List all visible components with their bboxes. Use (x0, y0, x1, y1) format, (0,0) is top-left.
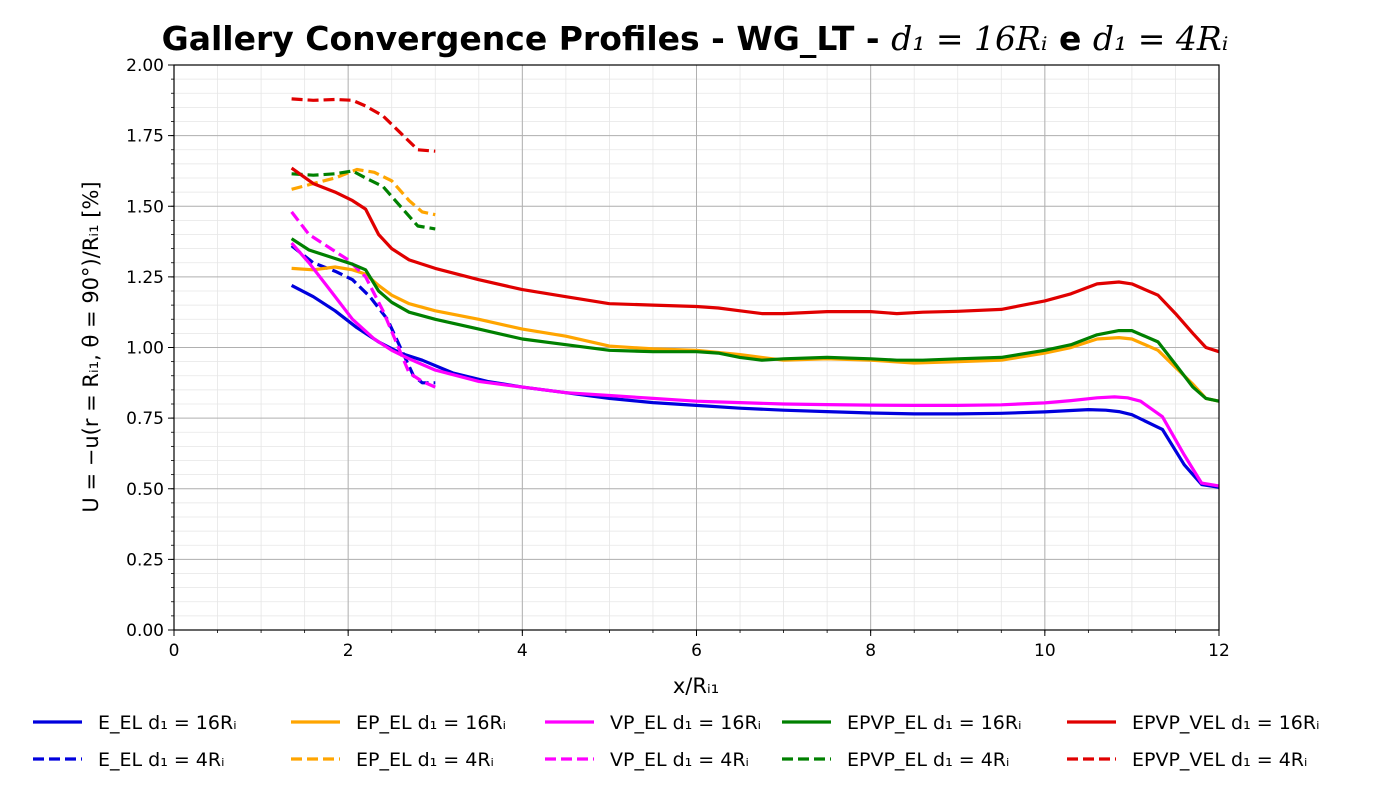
axis-ticks: 0 2 4 6 8 10 12 0.00 0.25 0.50 0.75 1.00 1.25 1.50 1.7… (126, 56, 1230, 661)
y-tick-label: 0.00 (126, 621, 164, 641)
legend-label-5: VP_EL d₁ = 4Rᵢ (610, 749, 749, 771)
series-line-8 (290, 166, 1220, 354)
series-line-9 (291, 97, 436, 153)
y-tick-label: 0.75 (126, 409, 164, 429)
grid (173, 64, 1220, 631)
legend: E_EL d₁ = 16Rᵢ E_EL d₁ = 4Rᵢ EP_EL d₁ = 16… (33, 712, 1320, 771)
y-tick-label: 2.00 (126, 56, 164, 76)
y-tick-label: 0.25 (126, 550, 164, 570)
x-axis-label: x/Rᵢ₁ (673, 674, 719, 698)
chart-title-math-1: d₁ = 16Rᵢ (891, 19, 1047, 58)
y-tick-label: 1.75 (126, 127, 164, 147)
x-tick-label: 12 (1208, 641, 1230, 661)
y-axis-label: U = −u(r = Rᵢ₁, θ = 90°)/Rᵢ₁ [%] (79, 181, 103, 512)
legend-label-1: E_EL d₁ = 4Rᵢ (98, 749, 225, 771)
x-tick-label: 8 (865, 641, 876, 661)
legend-label-9: EPVP_VEL d₁ = 4Rᵢ (1132, 749, 1307, 771)
series-line-2 (291, 265, 1220, 403)
legend-label-2: EP_EL d₁ = 16Rᵢ (356, 712, 506, 734)
chart-title-joiner: e (1048, 19, 1093, 58)
legend-label-7: EPVP_EL d₁ = 4Rᵢ (847, 749, 1009, 771)
y-tick-label: 1.00 (126, 339, 164, 359)
series-lines (290, 97, 1220, 489)
x-tick-label: 4 (517, 641, 528, 661)
series-line-6 (290, 237, 1220, 403)
x-tick-label: 2 (343, 641, 354, 661)
x-tick-label: 10 (1034, 641, 1056, 661)
chart-title-math-2: d₁ = 4Rᵢ (1093, 19, 1228, 58)
legend-label-4: VP_EL d₁ = 16Rᵢ (610, 712, 761, 734)
y-tick-label: 0.50 (126, 480, 164, 500)
chart-title-prefix: Gallery Convergence Profiles - WG_LT - (162, 19, 891, 58)
legend-label-6: EPVP_EL d₁ = 16Rᵢ (847, 712, 1022, 734)
legend-label-0: E_EL d₁ = 16Rᵢ (98, 712, 237, 734)
x-tick-label: 0 (169, 641, 180, 661)
y-tick-label: 1.25 (126, 268, 164, 288)
chart-title: Gallery Convergence Profiles - WG_LT - d… (162, 19, 1229, 58)
legend-label-8: EPVP_VEL d₁ = 16Rᵢ (1132, 712, 1320, 734)
x-tick-label: 6 (691, 641, 702, 661)
series-line-5 (290, 210, 436, 389)
series-line-3 (291, 167, 436, 217)
series-line-4 (290, 241, 1220, 488)
y-tick-label: 1.50 (126, 197, 164, 217)
legend-label-3: EP_EL d₁ = 4Rᵢ (356, 749, 494, 771)
